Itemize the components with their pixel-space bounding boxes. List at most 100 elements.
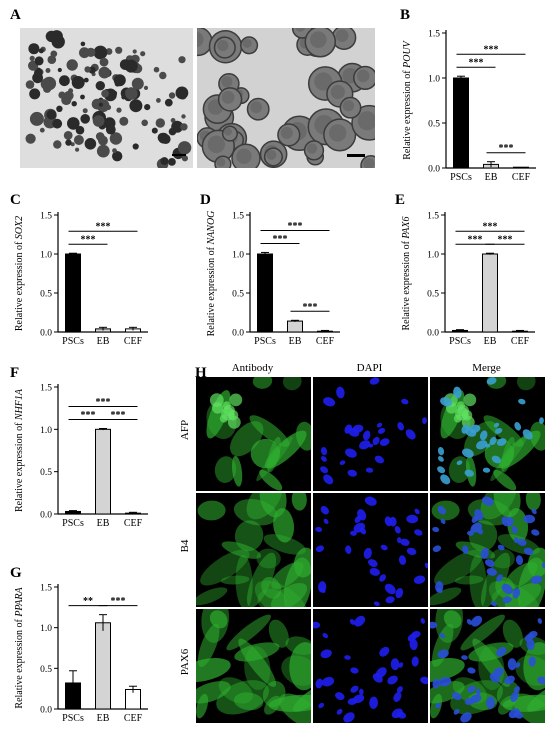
bar-b-pscs — [453, 77, 469, 169]
bar-e-eb — [482, 253, 498, 333]
xtick-label-g: CEF — [124, 713, 143, 724]
ytick-label-e: 1.0 — [427, 251, 439, 261]
panel-label-c: C — [10, 192, 21, 208]
ytick-label-g: 0.0 — [40, 706, 52, 716]
ylabel-b: Relative expression of POUV — [402, 39, 413, 159]
ytick-label-g: 1.0 — [40, 624, 52, 634]
micrograph-afp-merge — [430, 377, 545, 491]
panel-label-h: H — [195, 365, 207, 381]
micrograph-pax6-dapi — [313, 609, 428, 723]
chart-ppara: Relative expression of PPARA 0.0 0.5 1.0 1.5… — [14, 584, 148, 724]
ytick-label-b: 1.0 — [428, 75, 440, 85]
sig-label-d: *** — [288, 221, 303, 232]
xtick-label-f: PSCs — [62, 518, 84, 529]
ytick-label-e: 1.5 — [427, 212, 439, 222]
eb-photo-left — [20, 28, 193, 168]
ytick-label-b: 1.5 — [428, 30, 440, 40]
chart-pouv: Relative expression of POUV 0.0 0.5 1.0 1.5 P… — [402, 30, 536, 183]
ytick-label-e: 0.5 — [427, 290, 439, 300]
xtick-label-d: EB — [289, 336, 302, 347]
ytick-label-f: 0.5 — [40, 468, 52, 478]
ytick-label-f: 1.5 — [40, 384, 52, 394]
xtick-label-e: PSCs — [449, 336, 471, 347]
xtick-label-b: PSCs — [450, 172, 472, 183]
sig-label-g: *** — [111, 596, 126, 607]
micrograph-b4-merge — [430, 493, 545, 607]
eb-photo-right-image — [197, 28, 375, 168]
eb-photo-right — [197, 28, 375, 168]
xtick-label-g: PSCs — [62, 713, 84, 724]
ylabel-f: Relative expression of NHF1A — [14, 388, 25, 512]
ytick-label-d: 0.0 — [232, 329, 244, 339]
ytick-label-g: 1.5 — [40, 584, 52, 594]
xtick-label-f: EB — [97, 518, 110, 529]
sig-label-d: *** — [273, 234, 288, 245]
ylabel-g: Relative expression of PPARA — [14, 587, 25, 709]
ytick-label-f: 0.0 — [40, 511, 52, 521]
sig-label-c: *** — [96, 222, 111, 233]
ylabel-c: Relative expression of SOX2 — [14, 216, 25, 331]
ytick-label-c: 0.5 — [40, 290, 52, 300]
immunofluorescence-grid — [196, 377, 546, 726]
sig-label-e: *** — [498, 235, 513, 246]
xtick-label-d: PSCs — [254, 336, 276, 347]
sig-label-c: *** — [81, 235, 96, 246]
ytick-label-g: 0.5 — [40, 665, 52, 675]
ytick-label-e: 0.0 — [427, 329, 439, 339]
micrograph-pax6-antibody — [196, 609, 311, 723]
col-label-dapi: DAPI — [356, 362, 383, 374]
chart-nhf1a: Relative expression of NHF1A 0.0 0.5 1.0 1.5… — [14, 384, 148, 529]
micrograph-b4-dapi — [313, 493, 428, 607]
ylabel-e: Relative expression of PAX6 — [401, 217, 412, 331]
ytick-label-c: 1.0 — [40, 251, 52, 261]
xtick-label-e: EB — [484, 336, 497, 347]
panel-label-f: F — [10, 365, 20, 381]
sig-label-e: *** — [468, 235, 483, 246]
micrograph-afp-antibody — [196, 377, 311, 491]
micrograph-afp-dapi — [313, 377, 428, 491]
row-label-afp: AFP — [179, 419, 191, 441]
micrograph-pax6-merge — [430, 609, 545, 723]
chart-sox2: Relative expression of SOX2 0.0 0.5 1.0 1.5 P… — [14, 212, 148, 347]
eb-photo-left-image — [20, 28, 193, 168]
chart-pax6: Relative expression of PAX6 0.0 0.5 1.0 1.5 P… — [401, 212, 535, 347]
micrograph-b4-antibody — [196, 493, 311, 607]
xtick-label-c: EB — [97, 336, 110, 347]
xtick-label-e: CEF — [511, 336, 530, 347]
xtick-label-g: EB — [97, 713, 110, 724]
sig-label-f: *** — [96, 397, 111, 408]
sig-label-b: *** — [499, 143, 514, 154]
panel-label-d: D — [200, 192, 211, 208]
col-label-merge: Merge — [472, 362, 501, 374]
xtick-label-c: PSCs — [62, 336, 84, 347]
row-label-pax6: PAX6 — [179, 648, 191, 676]
panel-label-a: A — [10, 7, 21, 23]
bar-b-cef — [513, 166, 529, 169]
sig-label-d: *** — [303, 302, 318, 313]
sig-label-f: *** — [81, 410, 96, 421]
ytick-label-f: 1.0 — [40, 426, 52, 436]
xtick-label-c: CEF — [124, 336, 143, 347]
bar-g-eb — [95, 622, 111, 710]
col-label-antibody: Antibody — [231, 362, 274, 374]
sig-label-f: *** — [111, 410, 126, 421]
bar-f-eb — [95, 428, 111, 515]
bar-d-eb — [287, 320, 303, 333]
ytick-label-c: 0.0 — [40, 329, 52, 339]
ytick-label-c: 1.5 — [40, 212, 52, 222]
xtick-label-f: CEF — [124, 518, 143, 529]
xtick-label-b: EB — [485, 172, 498, 183]
sig-label-b: *** — [484, 45, 499, 56]
bar-c-pscs — [65, 253, 81, 333]
chart-nanog: Relative expression of NANOG 0.0 0.5 1.0 1.5… — [206, 211, 340, 347]
ytick-label-d: 1.5 — [232, 212, 244, 222]
ytick-label-b: 0.5 — [428, 120, 440, 130]
ytick-label-d: 0.5 — [232, 290, 244, 300]
panel-label-g: G — [10, 565, 22, 581]
ylabel-d: Relative expression of NANOG — [206, 211, 217, 337]
bar-d-pscs — [257, 253, 273, 333]
row-label-b4: B4 — [179, 539, 191, 553]
xtick-label-b: CEF — [512, 172, 531, 183]
ytick-label-d: 1.0 — [232, 251, 244, 261]
panel-label-e: E — [395, 192, 406, 208]
